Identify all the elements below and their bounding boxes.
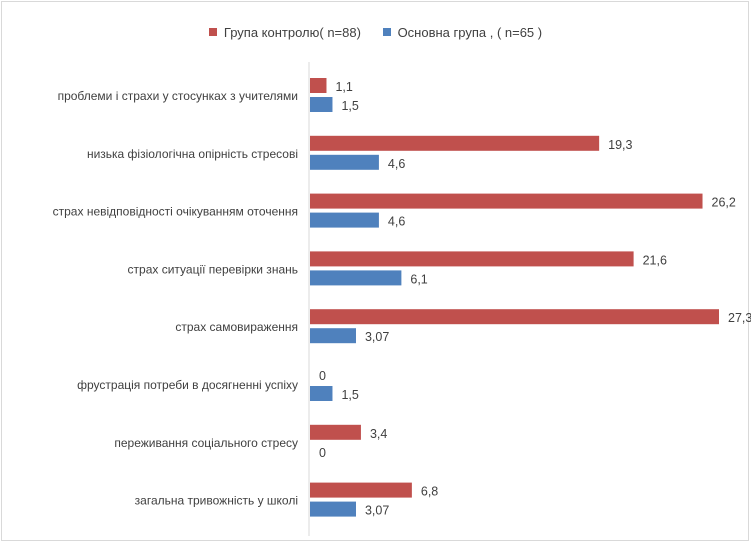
bar-control-group [310, 135, 600, 151]
category-label: фрустрація потреби в досягненні успіху [77, 378, 298, 392]
legend-swatch-main [382, 28, 391, 36]
data-label-control-group: 27,3 [728, 311, 751, 325]
category-label: загальна тривожність у школі [135, 494, 298, 508]
category-label: страх ситуації перевірки знань [128, 262, 298, 276]
bar-control-group [310, 251, 634, 267]
legend-label-control: Група контролю( n=88) [223, 24, 361, 40]
category-label: страх самовираження [175, 320, 298, 334]
legend-swatch-control [208, 28, 217, 36]
data-label-main-group: 4,6 [388, 157, 405, 171]
data-label-main-group: 3,07 [365, 330, 389, 344]
data-label-control-group: 3,4 [370, 427, 387, 441]
bar-control-group [310, 482, 412, 498]
data-label-control-group: 0 [319, 369, 326, 383]
bar-main-group [310, 154, 379, 170]
legend-item-control: Група контролю( n=88) [208, 24, 361, 40]
bar-main-group [310, 212, 379, 228]
legend-label-main: Основна група , ( n=65 ) [397, 24, 543, 40]
data-label-main-group: 6,1 [410, 272, 427, 286]
bar-control-group [310, 78, 327, 93]
bar-control-group [310, 193, 703, 209]
data-label-control-group: 19,3 [608, 138, 632, 152]
data-label-control-group: 1,1 [335, 80, 352, 94]
category-label: низька фізіологічна опірність стресові [87, 147, 298, 161]
bar-main-group [310, 328, 356, 344]
chart-legend: Група контролю( n=88) Основна група , ( … [0, 24, 751, 40]
bar-control-group [310, 309, 719, 325]
category-label: переживання соціального стресу [114, 436, 298, 450]
legend-item-main: Основна група , ( n=65 ) [382, 24, 543, 40]
bar-main-group [310, 501, 356, 517]
data-label-main-group: 1,5 [341, 99, 358, 113]
category-label: проблеми і страхи у стосунках з учителям… [58, 89, 298, 103]
data-label-control-group: 6,8 [421, 485, 438, 499]
category-label: страх невідповідності очікуванням оточен… [53, 205, 298, 219]
data-label-main-group: 1,5 [341, 388, 358, 402]
bar-main-group [310, 386, 333, 401]
data-label-main-group: 4,6 [388, 215, 405, 229]
bar-control-group [310, 424, 361, 440]
data-label-control-group: 26,2 [712, 196, 736, 210]
data-label-main-group: 0 [319, 446, 326, 460]
data-label-main-group: 3,07 [365, 504, 389, 518]
bar-main-group [310, 97, 333, 112]
bar-main-group [310, 270, 402, 286]
data-label-control-group: 21,6 [643, 253, 667, 267]
